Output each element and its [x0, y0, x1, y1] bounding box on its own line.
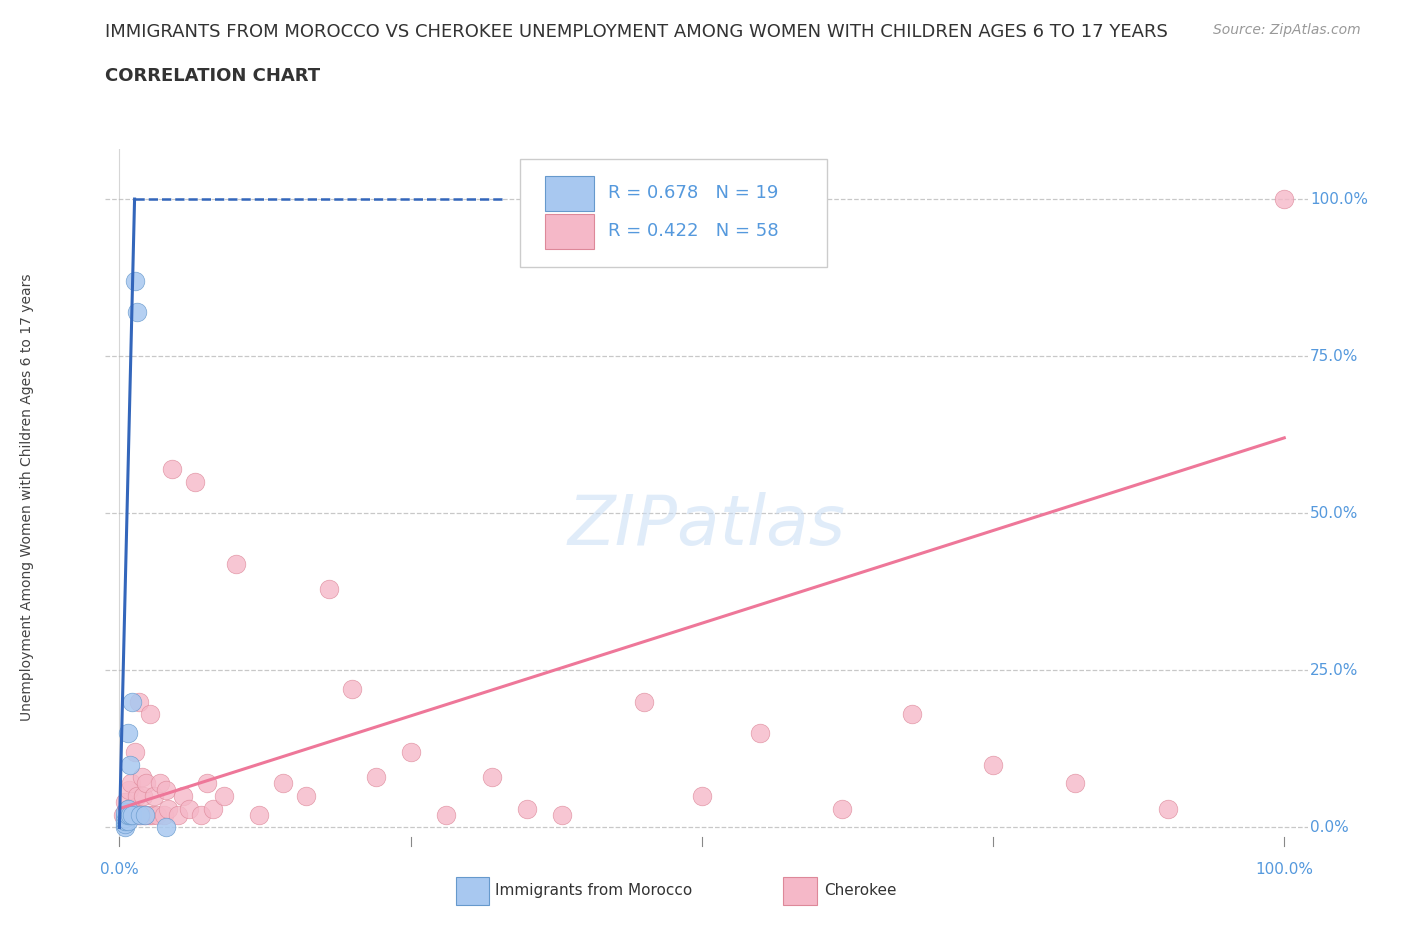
- Text: 50.0%: 50.0%: [1310, 506, 1358, 521]
- FancyBboxPatch shape: [546, 176, 593, 211]
- Point: [129, 807, 152, 822]
- Point: [134, 807, 156, 822]
- Point: [114, 817, 136, 831]
- Point: [271, 776, 294, 790]
- Point: [145, 807, 167, 822]
- FancyBboxPatch shape: [546, 214, 593, 248]
- Point: [364, 770, 387, 785]
- Point: [141, 807, 163, 822]
- Point: [118, 757, 141, 772]
- Point: [749, 725, 772, 740]
- Point: [184, 474, 207, 489]
- Point: [179, 801, 201, 816]
- Point: [117, 807, 139, 822]
- Point: [247, 807, 270, 822]
- Point: [118, 782, 141, 797]
- Point: [117, 801, 139, 816]
- Point: [129, 807, 152, 822]
- Point: [155, 820, 177, 835]
- Point: [120, 801, 142, 816]
- Point: [195, 776, 218, 790]
- Point: [118, 807, 141, 822]
- Point: [690, 789, 713, 804]
- Point: [117, 725, 139, 740]
- Point: [114, 814, 136, 829]
- Point: [114, 820, 136, 835]
- Point: [125, 789, 148, 804]
- Text: 0.0%: 0.0%: [1310, 820, 1348, 835]
- Point: [125, 305, 148, 320]
- Point: [132, 807, 155, 822]
- Point: [118, 807, 141, 822]
- Point: [173, 789, 195, 804]
- Text: 25.0%: 25.0%: [1310, 663, 1358, 678]
- Point: [190, 807, 212, 822]
- Text: R = 0.678   N = 19: R = 0.678 N = 19: [607, 184, 779, 203]
- Point: [152, 807, 174, 822]
- Text: Unemployment Among Women with Children Ages 6 to 17 years: Unemployment Among Women with Children A…: [20, 273, 34, 722]
- Point: [160, 462, 183, 477]
- Point: [342, 682, 364, 697]
- Point: [111, 807, 134, 822]
- Text: Cherokee: Cherokee: [824, 884, 897, 898]
- Point: [1157, 801, 1180, 816]
- Point: [134, 807, 156, 822]
- Point: [114, 807, 136, 822]
- Point: [117, 801, 139, 816]
- Text: ZIPatlas: ZIPatlas: [568, 492, 845, 559]
- Point: [1063, 776, 1085, 790]
- Point: [122, 807, 145, 822]
- Point: [143, 789, 166, 804]
- Point: [124, 745, 146, 760]
- Point: [135, 776, 157, 790]
- Point: [1272, 192, 1295, 206]
- Point: [399, 745, 422, 760]
- Point: [124, 273, 146, 288]
- Point: [294, 789, 316, 804]
- Point: [138, 707, 160, 722]
- Point: [125, 807, 148, 822]
- Point: [831, 801, 853, 816]
- Point: [121, 695, 143, 710]
- Point: [149, 776, 172, 790]
- Text: IMMIGRANTS FROM MOROCCO VS CHEROKEE UNEMPLOYMENT AMONG WOMEN WITH CHILDREN AGES : IMMIGRANTS FROM MOROCCO VS CHEROKEE UNEM…: [105, 23, 1168, 41]
- Text: Source: ZipAtlas.com: Source: ZipAtlas.com: [1213, 23, 1361, 37]
- Point: [132, 789, 155, 804]
- Point: [128, 695, 150, 710]
- Point: [114, 795, 136, 810]
- Point: [900, 707, 922, 722]
- Point: [318, 581, 340, 596]
- Text: 100.0%: 100.0%: [1256, 862, 1313, 877]
- Point: [117, 814, 139, 829]
- Text: Immigrants from Morocco: Immigrants from Morocco: [495, 884, 692, 898]
- Point: [201, 801, 224, 816]
- Point: [114, 811, 136, 826]
- Point: [633, 695, 655, 710]
- Point: [114, 804, 136, 819]
- Point: [157, 801, 180, 816]
- Point: [138, 807, 160, 822]
- Point: [121, 807, 143, 822]
- Point: [127, 807, 149, 822]
- Point: [131, 770, 153, 785]
- Text: 0.0%: 0.0%: [100, 862, 139, 877]
- Text: R = 0.422   N = 58: R = 0.422 N = 58: [607, 222, 779, 240]
- Point: [516, 801, 538, 816]
- Text: CORRELATION CHART: CORRELATION CHART: [105, 67, 321, 85]
- Point: [120, 776, 142, 790]
- Text: 75.0%: 75.0%: [1310, 349, 1358, 364]
- Point: [551, 807, 574, 822]
- Point: [981, 757, 1004, 772]
- Point: [434, 807, 457, 822]
- Point: [166, 807, 188, 822]
- Text: 100.0%: 100.0%: [1310, 192, 1368, 206]
- Point: [481, 770, 503, 785]
- Point: [155, 782, 177, 797]
- Point: [225, 556, 247, 571]
- Point: [214, 789, 236, 804]
- FancyBboxPatch shape: [520, 159, 827, 268]
